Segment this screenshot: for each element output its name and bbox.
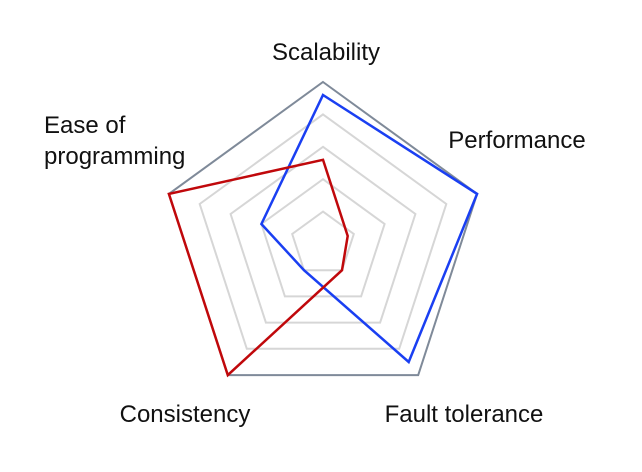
grid-ring-4 — [198, 113, 448, 350]
axis-label-performance: Performance — [448, 127, 585, 154]
series-1-line — [259, 93, 479, 365]
axis-label-line: Ease of — [44, 112, 126, 139]
axis-label-scalability: Scalability — [272, 39, 380, 66]
axis-label-line: Fault tolerance — [385, 401, 544, 428]
series-2-line — [167, 158, 349, 378]
axis-label-line: Performance — [448, 127, 585, 154]
axis-label-line: programming — [44, 143, 185, 170]
axis-label-line: Consistency — [120, 401, 251, 428]
grid-ring-2 — [260, 177, 386, 298]
axis-label-line: Scalability — [272, 39, 380, 66]
outer-ring — [167, 80, 479, 377]
grid-ring-3 — [229, 145, 417, 324]
series-layer — [167, 93, 479, 378]
grid-ring-1 — [291, 210, 355, 272]
axis-label-layer: Scalability Performance Fault tolerance Con… — [44, 39, 586, 428]
axis-label-ease-of-programming: Ease of programming — [44, 112, 185, 170]
axis-label-consistency: Consistency — [120, 401, 251, 428]
axis-label-fault-tolerance: Fault tolerance — [385, 401, 544, 428]
grid-layer — [167, 80, 479, 377]
